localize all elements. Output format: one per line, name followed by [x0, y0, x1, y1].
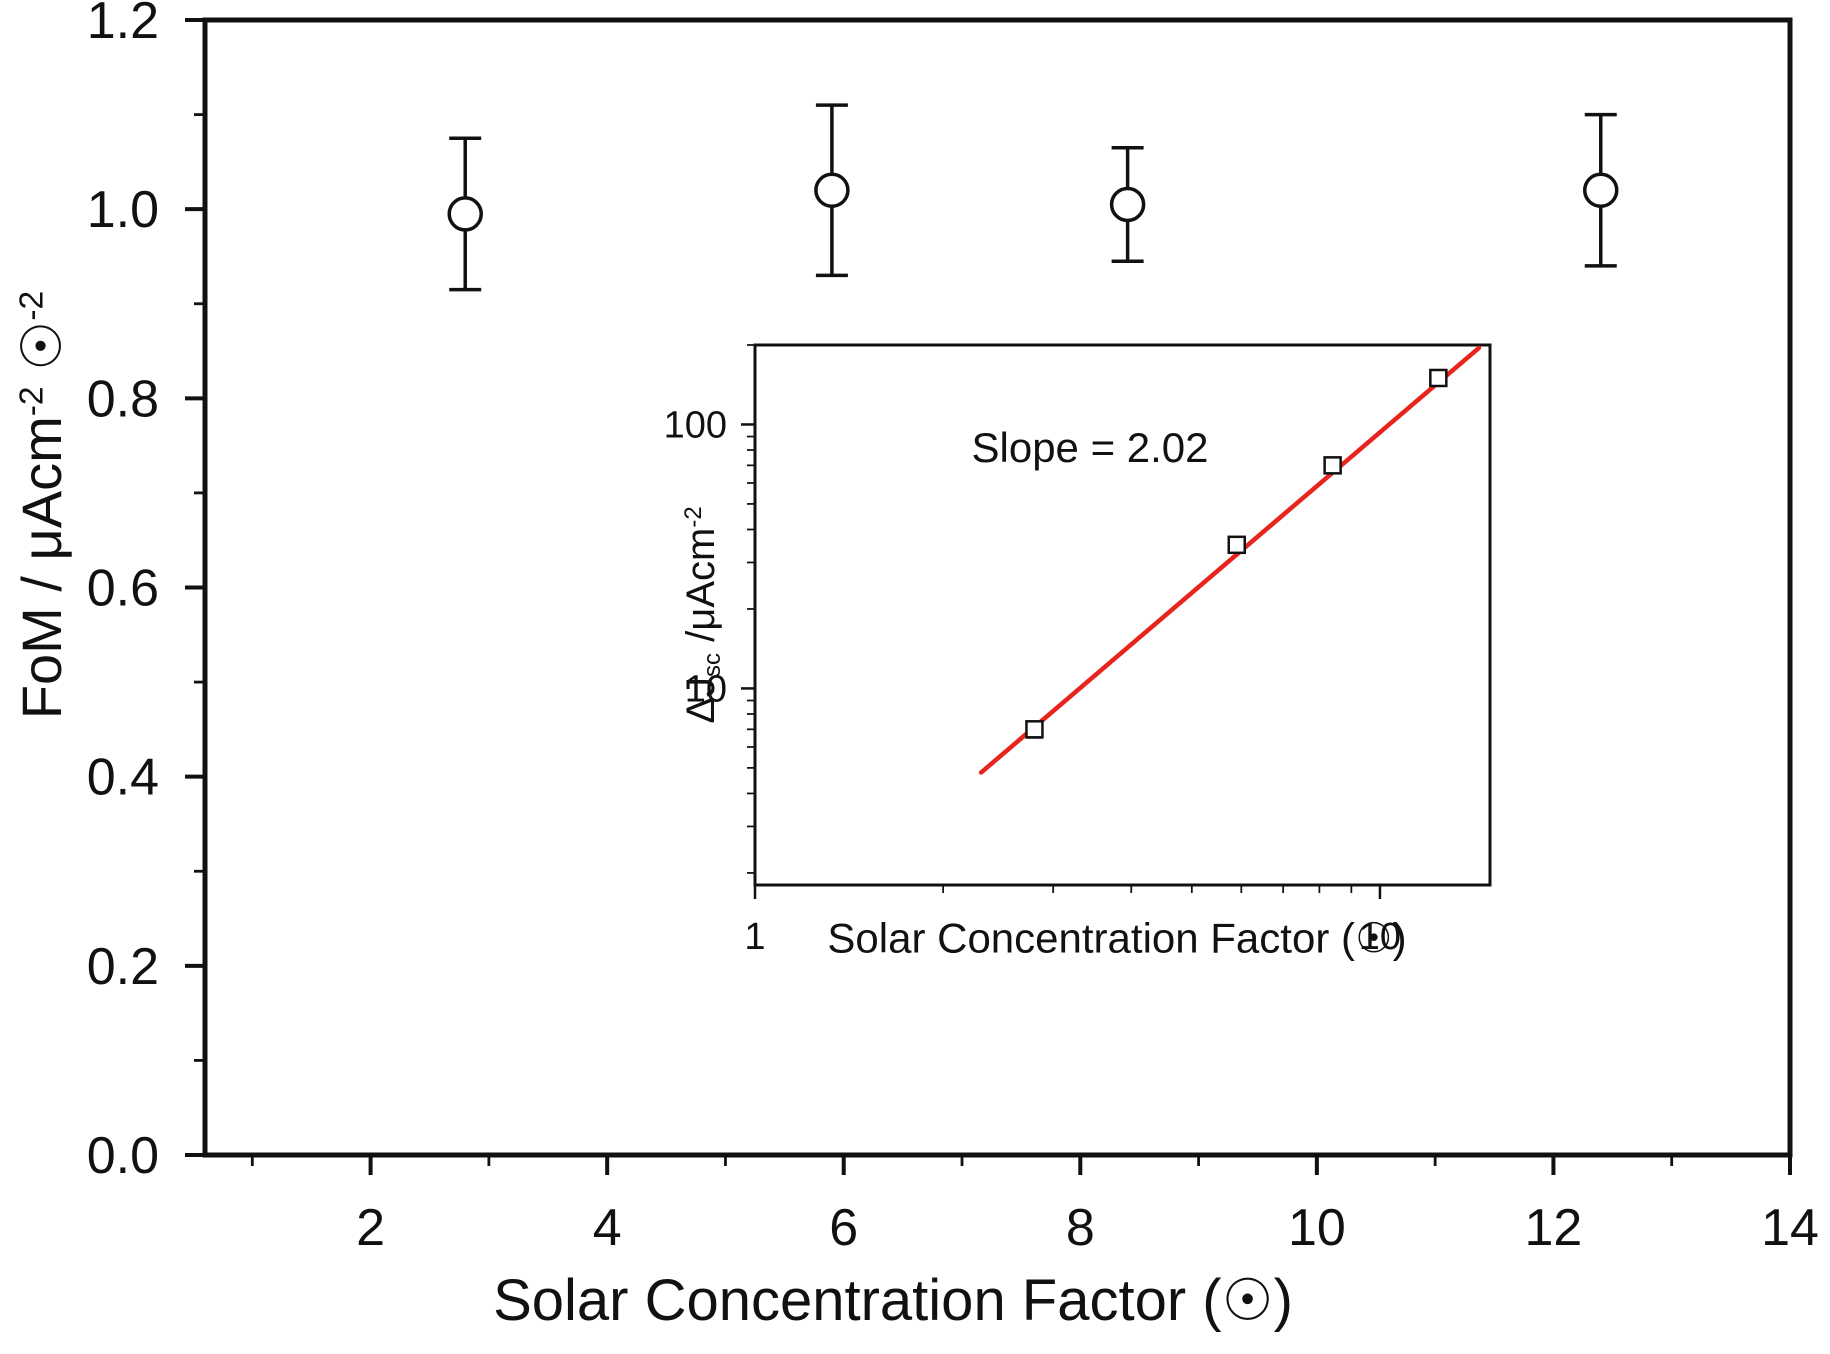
y-tick-label: 0.6: [87, 560, 159, 618]
data-point-circle: [1109, 186, 1146, 223]
y-tick-label: 0.2: [87, 938, 159, 996]
x-tick-label: 14: [1761, 1199, 1819, 1257]
slope-annotation: Slope = 2.02: [971, 424, 1209, 471]
data-point-square: [1323, 456, 1342, 475]
data-point-circle: [814, 172, 850, 208]
label-segment: sc: [699, 652, 726, 677]
main-plot: 2 4 6 8 10 12 14 0.0 0.2 0.4 0.6 0.8 1.0 1.2: [87, 0, 1819, 1257]
data-point-circle: [1582, 172, 1619, 208]
label-segment: FoM /: [10, 560, 73, 720]
label-segment: -2: [13, 290, 51, 321]
y-tick-label: 0.8: [87, 370, 159, 428]
main-y-axis-label: FoM / μAcm-2 ☉-2: [9, 291, 75, 719]
inset-plot-frame: [753, 343, 1492, 887]
y-tick-label: 1.0: [87, 181, 159, 239]
x-tick-label: 10: [1288, 1199, 1346, 1257]
inset-x-axis-label: Solar Concentration Factor (☉): [827, 914, 1407, 962]
label-segment: ΔJ: [679, 676, 723, 724]
data-point-circle: [447, 196, 483, 232]
x-tick-label: 2: [356, 1199, 385, 1257]
x-tick-label: 4: [593, 1199, 622, 1257]
label-segment: μAcm: [10, 416, 73, 561]
data-point-square: [1429, 368, 1448, 388]
y-tick-label: 100: [664, 404, 727, 446]
y-tick-label: 0.0: [87, 1127, 159, 1185]
y-tick-label: 1.2: [87, 0, 159, 50]
data-point-square: [1227, 535, 1246, 555]
main-x-axis-label: Solar Concentration Factor (☉): [493, 1268, 1293, 1333]
x-tick-label: 6: [829, 1199, 858, 1257]
label-segment: -2: [13, 386, 51, 417]
data-point-square: [1025, 720, 1044, 739]
x-tick-label: 12: [1525, 1199, 1583, 1257]
label-segment: /μAcm: [679, 527, 723, 653]
x-tick-label: 8: [1066, 1199, 1095, 1257]
main-plot-frame: [202, 17, 1793, 1158]
fit-line: [978, 345, 1482, 775]
y-tick-label: 0.4: [87, 749, 159, 807]
inset-y-axis-label: ΔJsc /μAcm-2: [679, 506, 727, 723]
x-tick-label: 10: [1359, 916, 1401, 958]
y-tick-label: 10: [685, 668, 727, 710]
label-segment: [10, 371, 73, 387]
label-segment: -2: [679, 506, 707, 528]
label-segment: ☉: [10, 320, 73, 371]
inset-plot: 1 10 10 100: [664, 343, 1492, 958]
x-tick-label: 1: [744, 916, 765, 958]
